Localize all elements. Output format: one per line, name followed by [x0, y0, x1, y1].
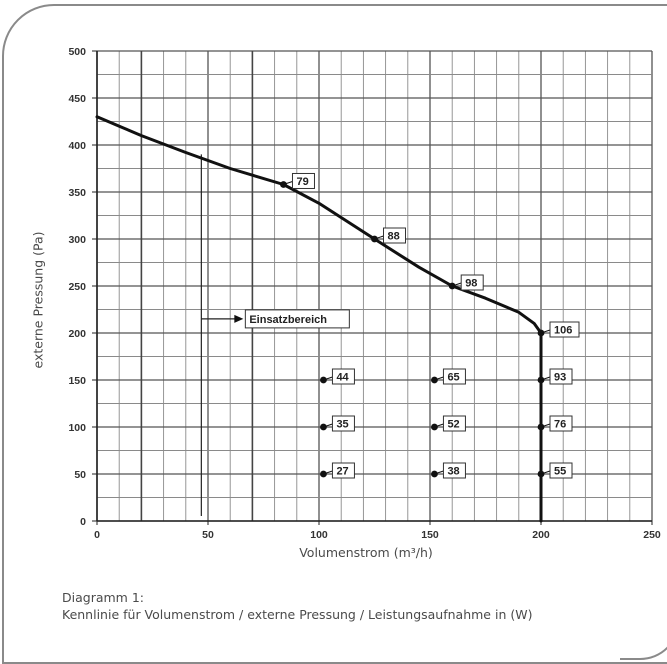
data-point-leader — [434, 423, 444, 428]
data-label: 55 — [554, 466, 566, 478]
data-label: 27 — [336, 466, 348, 478]
x-tick-label: 200 — [532, 529, 550, 541]
x-axis-label: Volumenstrom (m³/h) — [299, 545, 433, 560]
data-point-leader — [540, 329, 551, 334]
data-point-leader — [283, 181, 293, 185]
data-label-box — [460, 274, 484, 291]
data-label-box — [383, 227, 406, 244]
data-point-leader — [540, 376, 551, 381]
data-point — [280, 181, 287, 188]
data-label: 35 — [336, 419, 348, 431]
data-label-box — [549, 462, 573, 479]
data-point-leader — [323, 470, 333, 475]
y-tick-label: 50 — [74, 469, 86, 481]
y-axis-label: externe Pressung (Pa) — [30, 231, 46, 369]
einsatzbereich-arrowhead — [234, 314, 244, 323]
data-label-box — [331, 415, 355, 432]
data-point-leader — [540, 470, 551, 475]
x-tick-label: 50 — [202, 529, 214, 541]
data-label-box — [442, 368, 466, 385]
y-tick-label: 450 — [68, 93, 86, 105]
y-tick-label: 0 — [80, 516, 86, 528]
characteristic-curve — [95, 115, 543, 523]
x-tick-label: 150 — [421, 529, 439, 541]
data-point-leader — [540, 423, 551, 428]
caption-description: Kennlinie für Volumenstrom / externe Pre… — [62, 607, 533, 622]
y-tick-label: 250 — [68, 281, 86, 293]
y-tick-label: 200 — [68, 328, 86, 340]
data-label: 76 — [554, 419, 566, 431]
data-label-box — [549, 415, 573, 432]
data-label: 38 — [447, 466, 459, 478]
data-label-box — [331, 368, 355, 385]
data-label-box — [549, 321, 580, 338]
data-label-box — [442, 462, 466, 479]
data-label-box — [291, 172, 315, 189]
chart-caption: Diagramm 1: Kennlinie für Volumenstrom /… — [62, 589, 532, 623]
data-label: 88 — [388, 231, 400, 243]
x-tick-label: 250 — [643, 529, 661, 541]
data-label: 93 — [554, 372, 566, 384]
data-point-leader — [323, 423, 333, 428]
data-point-leader — [452, 282, 462, 287]
data-point-leader — [374, 235, 384, 240]
y-tick-label: 150 — [68, 375, 86, 387]
chart-svg: 0 50 100 150 200 250 0 50 100 150 200 250 300 350 400 4… — [68, 46, 661, 541]
y-tick-label: 350 — [68, 187, 86, 199]
y-tick-label: 500 — [68, 46, 86, 58]
data-label: 98 — [465, 278, 477, 290]
einsatzbereich-label: Einsatzbereich — [249, 314, 327, 326]
caption-title: Diagramm 1: — [62, 590, 144, 605]
data-label: 52 — [447, 419, 459, 431]
data-label: 44 — [336, 372, 349, 384]
data-point-leader — [323, 376, 333, 381]
x-tick-label: 0 — [94, 529, 100, 541]
y-tick-label: 400 — [68, 140, 86, 152]
y-tick-label: 300 — [68, 234, 86, 246]
y-tick-label: 100 — [68, 422, 86, 434]
data-label-box — [549, 368, 573, 385]
einsatzbereich-label-box — [244, 309, 350, 329]
data-label-box — [442, 415, 466, 432]
data-label: 79 — [296, 176, 308, 188]
data-label: 65 — [447, 372, 459, 384]
x-tick-label: 100 — [310, 529, 328, 541]
data-label-box — [331, 462, 355, 479]
data-point-leader — [434, 376, 444, 381]
data-point-leader — [434, 470, 444, 475]
data-label: 106 — [554, 325, 572, 337]
